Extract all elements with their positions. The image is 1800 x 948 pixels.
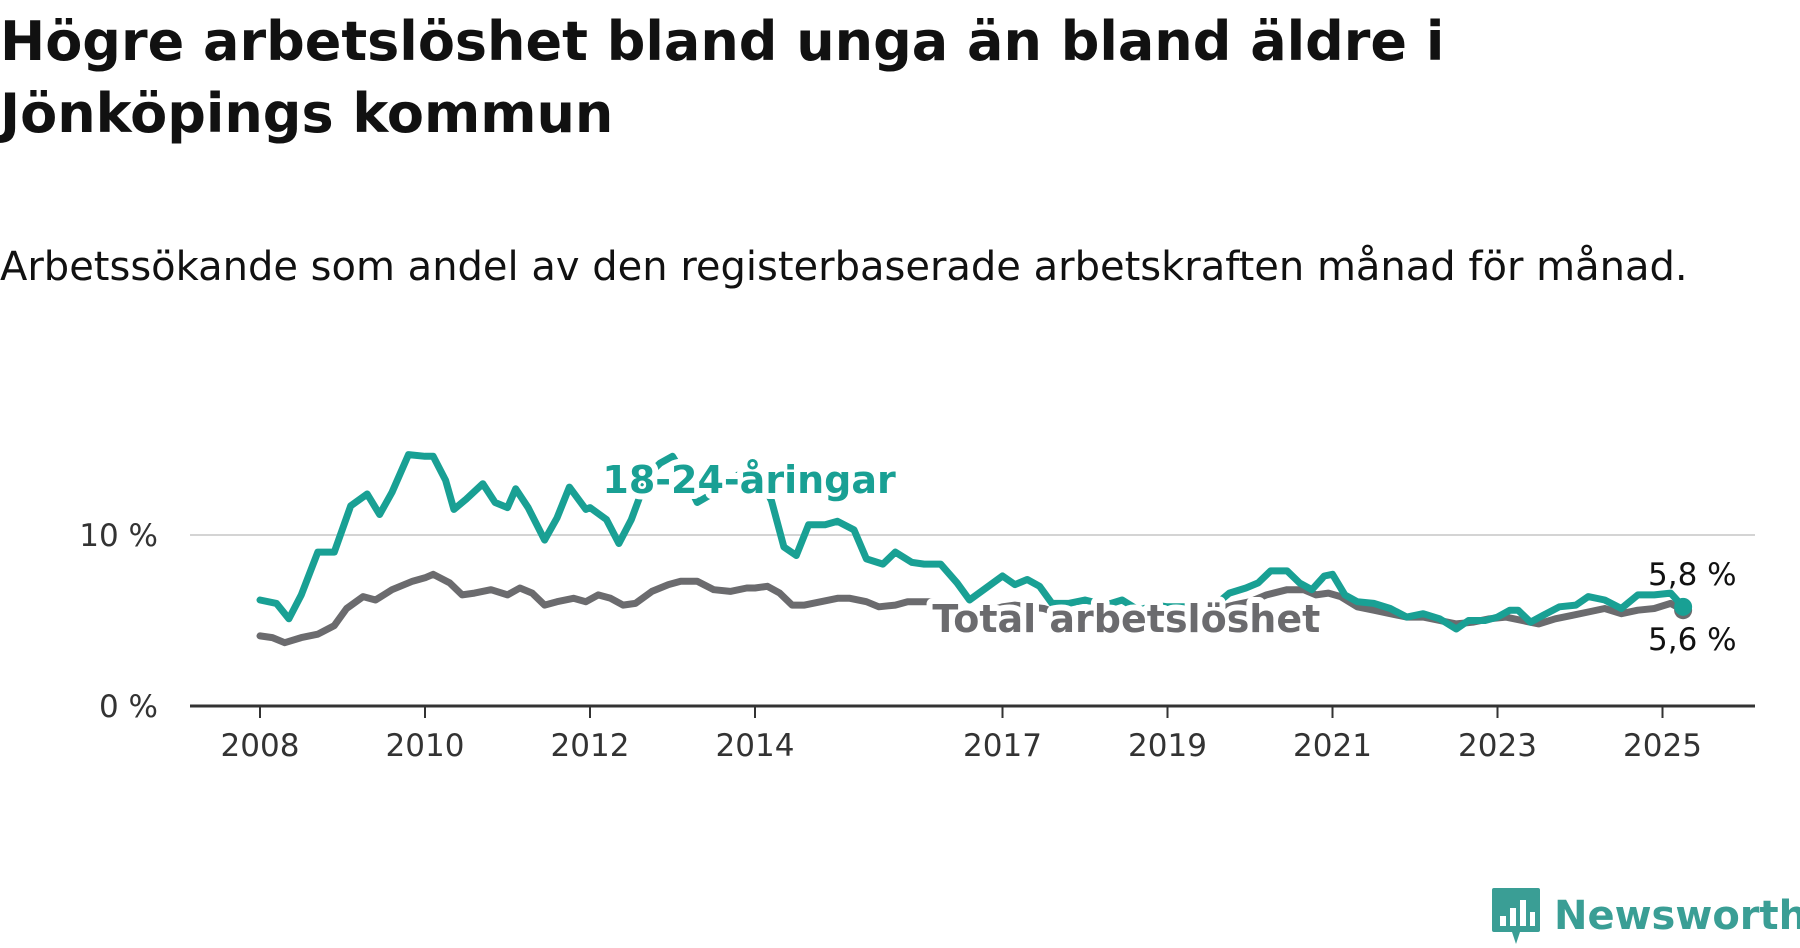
series-label-total: Total arbetslöshet <box>932 597 1320 641</box>
x-tick-label: 2025 <box>1623 728 1702 764</box>
end-point-18-24 <box>1674 597 1693 616</box>
x-tick-label: 2012 <box>551 728 630 764</box>
x-tick-label: 2023 <box>1458 728 1537 764</box>
chart-title: Högre arbetslöshet bland unga än bland ä… <box>0 10 1445 145</box>
x-tick-label: 2017 <box>963 728 1042 764</box>
end-label-18-24: 5,8 % <box>1648 557 1737 593</box>
end-label-total: 5,6 % <box>1648 622 1737 658</box>
chart-subtitle: Arbetssökande som andel av den registerb… <box>0 244 1688 290</box>
x-tick-label: 2021 <box>1293 728 1372 764</box>
x-tick-label: 2010 <box>386 728 465 764</box>
x-tick-label: 2008 <box>221 728 300 764</box>
series-line-18-24 <box>256 451 1687 633</box>
y-tick-label: 10 % <box>79 518 158 554</box>
newsworthy-bar-chart-icon <box>1492 888 1540 944</box>
newsworthy-logo[interactable]: Newsworthy <box>1490 884 1800 948</box>
series-label-18-24: 18-24-åringar <box>602 458 896 502</box>
series-lines <box>256 451 1693 647</box>
y-tick-label: 0 % <box>99 689 158 725</box>
x-tick-label: 2019 <box>1128 728 1207 764</box>
logo-text: Newsworthy <box>1554 893 1800 939</box>
axes: 0 % 10 % 2008 2010 2012 2014 2017 2019 2021 2023 2… <box>79 518 1755 764</box>
series-labels: 18-24-åringar Total arbetslöshet 5,8 % 5,6 … <box>596 452 1737 658</box>
x-tick-label: 2014 <box>716 728 795 764</box>
